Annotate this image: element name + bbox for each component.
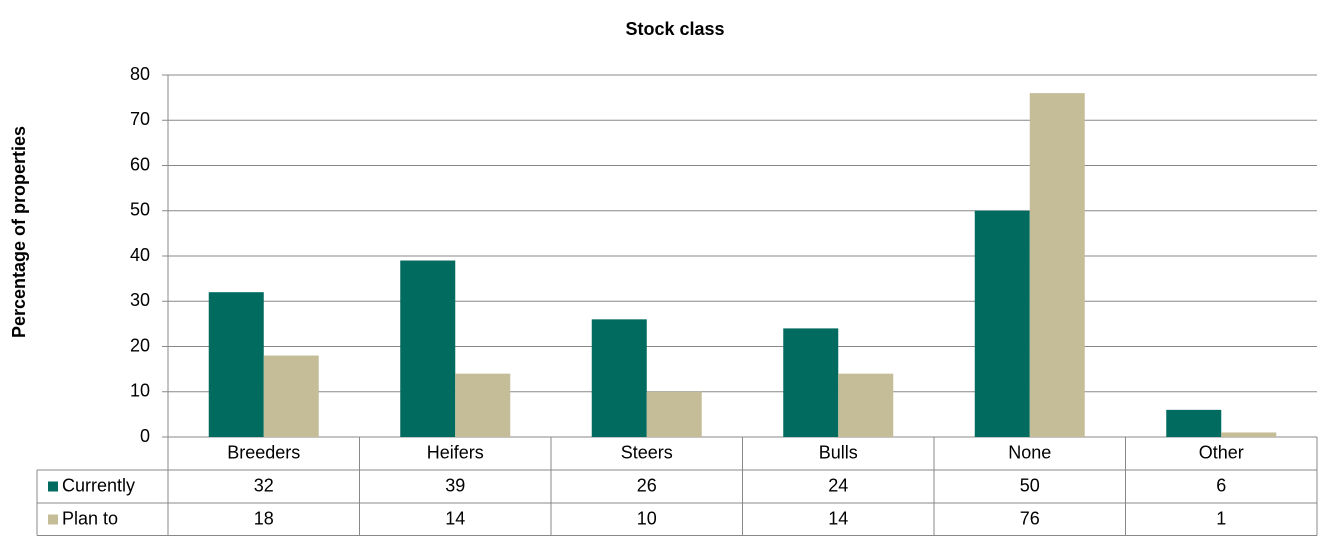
bar <box>263 355 319 437</box>
bar <box>1029 93 1085 437</box>
bar <box>783 328 839 437</box>
table-value: 14 <box>828 508 848 528</box>
table-value: 10 <box>637 508 657 528</box>
table-value: 18 <box>254 508 274 528</box>
y-tick-label: 50 <box>130 200 150 220</box>
bar <box>400 260 456 437</box>
y-tick-label: 80 <box>130 64 150 84</box>
x-tick-label: None <box>1008 442 1051 462</box>
bar <box>838 373 894 437</box>
bar <box>1221 432 1277 437</box>
x-tick-label: Breeders <box>227 442 300 462</box>
table-value: 50 <box>1020 475 1040 495</box>
table-value: 14 <box>445 508 465 528</box>
y-tick-label: 20 <box>130 335 150 355</box>
table-value: 26 <box>637 475 657 495</box>
table-value: 39 <box>445 475 465 495</box>
bar <box>455 373 511 437</box>
bar <box>646 391 702 437</box>
legend-key <box>48 481 58 492</box>
table-value: 24 <box>828 475 848 495</box>
y-tick-label: 60 <box>130 154 150 174</box>
bar <box>591 319 647 437</box>
y-tick-label: 30 <box>130 290 150 310</box>
y-tick-label: 10 <box>130 381 150 401</box>
table-value: 1 <box>1216 508 1226 528</box>
table-value: 6 <box>1216 475 1226 495</box>
legend-label: Currently <box>62 475 135 495</box>
legend-key <box>48 514 58 525</box>
y-tick-label: 70 <box>130 109 150 129</box>
x-tick-label: Bulls <box>819 442 858 462</box>
bar <box>208 292 264 437</box>
bar <box>1166 409 1222 437</box>
y-tick-label: 0 <box>140 426 150 446</box>
y-axis-label: Percentage of properties <box>9 126 29 338</box>
x-tick-label: Steers <box>621 442 673 462</box>
bar <box>974 210 1030 437</box>
x-tick-label: Heifers <box>427 442 484 462</box>
y-tick-label: 40 <box>130 245 150 265</box>
table-value: 32 <box>254 475 274 495</box>
chart-title: Stock class <box>625 19 724 39</box>
x-tick-label: Other <box>1199 442 1244 462</box>
table-value: 76 <box>1020 508 1040 528</box>
legend-label: Plan to <box>62 508 118 528</box>
